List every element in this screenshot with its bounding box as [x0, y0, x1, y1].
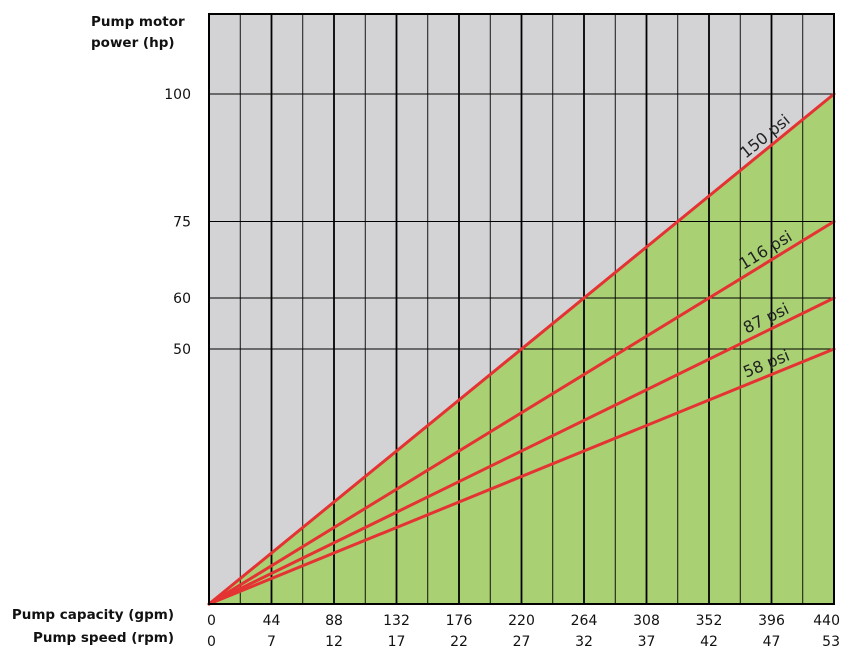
- x-secondary-tick-label: 17: [388, 634, 406, 650]
- y-axis-title-line-1: Pump motor: [91, 14, 185, 30]
- x-tick-label: 440: [813, 613, 840, 629]
- x-tick-label: 176: [446, 613, 473, 629]
- x-tick-label: 352: [696, 613, 723, 629]
- x-secondary-tick-label: 0: [207, 634, 216, 650]
- x-axis-title-primary: Pump capacity (gpm): [12, 607, 174, 623]
- y-axis-title-line-2: power (hp): [91, 35, 175, 51]
- x-secondary-tick-label: 37: [638, 634, 656, 650]
- x-tick-label: 0: [207, 613, 216, 629]
- x-tick-labels: 0 44 88 132 176 220 264 308 352 396 440: [207, 613, 840, 629]
- x-secondary-tick-labels: 0 7 12 17 22 27 32 37 42 47 53: [207, 634, 840, 650]
- x-secondary-tick-label: 53: [822, 634, 840, 650]
- y-tick-label: 100: [164, 87, 191, 103]
- x-secondary-tick-label: 27: [513, 634, 531, 650]
- x-secondary-tick-label: 7: [267, 634, 276, 650]
- x-tick-label: 396: [758, 613, 785, 629]
- x-tick-label: 88: [325, 613, 343, 629]
- series-line: [207, 296, 836, 606]
- y-tick-labels: 100 75 60 50: [164, 87, 191, 358]
- x-secondary-tick-label: 22: [450, 634, 468, 650]
- x-tick-label: 220: [508, 613, 535, 629]
- plot-frame: [208, 13, 835, 605]
- x-secondary-tick-label: 47: [763, 634, 781, 650]
- series-line: [207, 92, 836, 606]
- x-tick-label: 44: [263, 613, 281, 629]
- x-secondary-tick-label: 42: [700, 634, 718, 650]
- series-line: [207, 220, 836, 606]
- y-tick-label: 60: [173, 291, 191, 307]
- x-secondary-tick-label: 12: [325, 634, 343, 650]
- x-tick-label: 264: [571, 613, 598, 629]
- x-secondary-tick-label: 32: [575, 634, 593, 650]
- series-line: [207, 347, 836, 606]
- x-tick-label: 308: [633, 613, 660, 629]
- y-tick-label: 75: [173, 215, 191, 231]
- series-lines: [207, 92, 836, 606]
- y-tick-label: 50: [173, 342, 191, 358]
- vertical-gridlines: [208, 14, 835, 604]
- x-axis-title-secondary: Pump speed (rpm): [33, 630, 174, 646]
- x-tick-label: 132: [383, 613, 410, 629]
